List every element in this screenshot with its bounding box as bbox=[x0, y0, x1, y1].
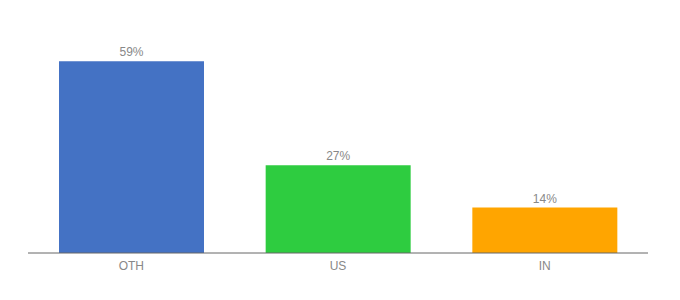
svg-text:OTH: OTH bbox=[119, 259, 144, 273]
svg-text:IN: IN bbox=[539, 259, 551, 273]
svg-text:59%: 59% bbox=[119, 45, 143, 59]
svg-text:27%: 27% bbox=[326, 149, 350, 163]
svg-text:US: US bbox=[330, 259, 347, 273]
svg-text:14%: 14% bbox=[533, 192, 557, 206]
